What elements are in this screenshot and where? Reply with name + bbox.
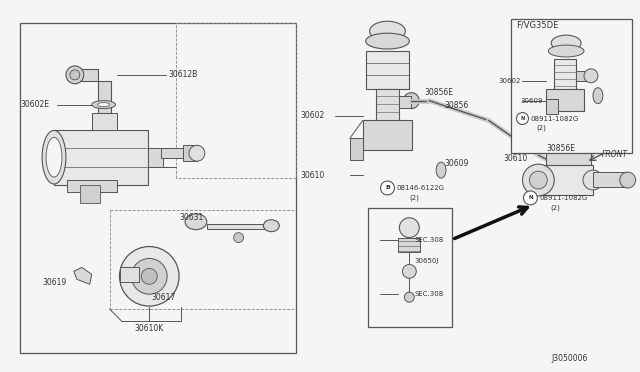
Polygon shape xyxy=(74,267,92,284)
Ellipse shape xyxy=(189,145,205,161)
Ellipse shape xyxy=(584,69,598,83)
Text: 30856: 30856 xyxy=(444,101,468,110)
Text: 08146-6122G: 08146-6122G xyxy=(396,185,444,191)
Ellipse shape xyxy=(120,247,179,306)
Text: 30856E: 30856E xyxy=(547,144,575,153)
Ellipse shape xyxy=(234,232,244,243)
Bar xyxy=(92,113,116,131)
Bar xyxy=(67,180,116,192)
Bar xyxy=(20,23,296,353)
Ellipse shape xyxy=(551,35,581,51)
Text: SEC.308: SEC.308 xyxy=(414,291,444,297)
Ellipse shape xyxy=(620,172,636,188)
Ellipse shape xyxy=(399,218,419,238)
Bar xyxy=(365,51,410,89)
Text: 30619: 30619 xyxy=(42,278,67,287)
Bar xyxy=(161,148,183,158)
Text: N: N xyxy=(528,195,532,201)
Ellipse shape xyxy=(593,88,603,104)
Ellipse shape xyxy=(548,45,584,57)
Text: F/VG35DE: F/VG35DE xyxy=(516,21,559,30)
Text: FRONT: FRONT xyxy=(602,150,628,159)
Ellipse shape xyxy=(46,137,62,177)
Ellipse shape xyxy=(264,220,279,232)
Bar xyxy=(148,148,163,167)
Text: (2): (2) xyxy=(410,195,419,201)
Circle shape xyxy=(381,181,394,195)
Ellipse shape xyxy=(529,171,547,189)
Text: N: N xyxy=(520,116,525,121)
Bar xyxy=(120,267,140,282)
Ellipse shape xyxy=(522,164,554,196)
Ellipse shape xyxy=(42,131,66,184)
Text: B: B xyxy=(385,186,390,190)
Ellipse shape xyxy=(403,264,416,278)
Ellipse shape xyxy=(403,93,419,109)
Ellipse shape xyxy=(70,70,80,80)
Text: 30631: 30631 xyxy=(179,213,204,222)
Circle shape xyxy=(516,113,529,125)
Bar xyxy=(75,69,98,81)
Text: 08911-1082G: 08911-1082G xyxy=(540,195,588,201)
Ellipse shape xyxy=(365,33,410,49)
Text: 30602: 30602 xyxy=(300,111,324,120)
Text: 30609: 30609 xyxy=(444,159,468,168)
Text: 30612B: 30612B xyxy=(168,70,197,79)
Text: J3050006: J3050006 xyxy=(552,354,588,363)
Bar xyxy=(554,59,576,99)
Text: 30856E: 30856E xyxy=(424,88,453,97)
Bar xyxy=(399,96,412,108)
Circle shape xyxy=(524,191,538,205)
Bar xyxy=(54,131,148,185)
Bar xyxy=(98,81,111,113)
Ellipse shape xyxy=(98,103,109,107)
Text: 30610: 30610 xyxy=(300,171,324,180)
Bar xyxy=(538,165,593,195)
Text: 30617: 30617 xyxy=(151,293,175,302)
Bar xyxy=(183,145,197,161)
Ellipse shape xyxy=(185,214,207,230)
Bar xyxy=(547,145,591,165)
Text: 30610: 30610 xyxy=(504,154,528,163)
Bar xyxy=(576,71,588,81)
Bar xyxy=(350,138,363,160)
Ellipse shape xyxy=(92,101,116,109)
Ellipse shape xyxy=(131,259,167,294)
Bar xyxy=(207,224,271,229)
Bar xyxy=(376,89,399,138)
Text: 30602E: 30602E xyxy=(20,100,49,109)
Text: 30609: 30609 xyxy=(520,97,543,104)
Ellipse shape xyxy=(436,162,446,178)
Text: (2): (2) xyxy=(536,124,547,131)
Bar xyxy=(80,185,100,203)
Text: 08911-1082G: 08911-1082G xyxy=(531,116,579,122)
Bar xyxy=(547,99,558,113)
Bar xyxy=(593,172,628,187)
Ellipse shape xyxy=(141,268,157,284)
Ellipse shape xyxy=(66,66,84,84)
Bar xyxy=(511,19,632,153)
Text: SEC.308: SEC.308 xyxy=(414,237,444,243)
Bar xyxy=(363,121,412,150)
Bar xyxy=(367,208,452,327)
Bar xyxy=(547,89,584,110)
Text: 30610K: 30610K xyxy=(134,324,164,333)
Ellipse shape xyxy=(404,292,414,302)
Ellipse shape xyxy=(370,21,405,41)
Ellipse shape xyxy=(583,170,603,190)
Bar xyxy=(399,238,420,253)
Text: 30602: 30602 xyxy=(498,78,520,84)
Text: 30650J: 30650J xyxy=(414,259,438,264)
Text: (2): (2) xyxy=(550,205,560,211)
